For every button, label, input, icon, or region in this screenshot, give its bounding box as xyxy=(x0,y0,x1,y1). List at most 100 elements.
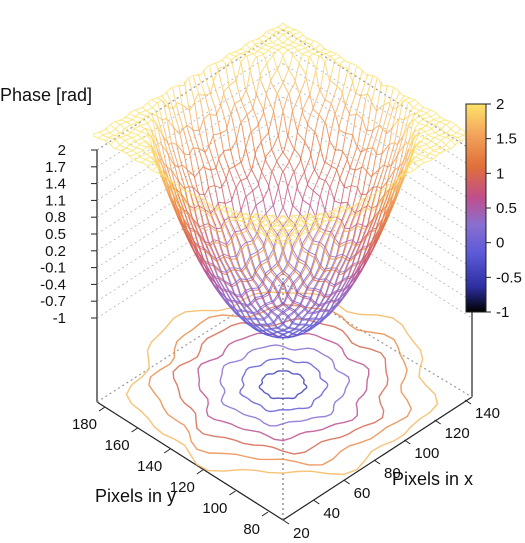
surface-segment xyxy=(262,133,269,141)
surface-segment xyxy=(372,104,376,111)
surface-segment xyxy=(226,178,231,197)
surface-segment xyxy=(246,45,250,49)
y-tick-mark xyxy=(262,512,268,516)
surface-segment xyxy=(240,48,246,51)
surface-segment xyxy=(256,200,263,205)
surface-segment xyxy=(250,302,256,310)
surface-segment xyxy=(316,133,320,147)
surface-segment xyxy=(288,30,295,32)
surface-segment xyxy=(289,223,294,226)
surface-segment xyxy=(336,124,340,147)
surface-segment xyxy=(277,27,283,30)
surface-segment xyxy=(161,95,168,104)
surface-segment xyxy=(252,136,256,158)
surface-segment xyxy=(200,119,204,130)
y-tick-mark xyxy=(164,449,170,453)
surface-segment xyxy=(274,111,278,132)
surface-segment xyxy=(429,119,435,122)
surface-segment xyxy=(436,113,440,117)
surface-segment xyxy=(151,170,157,173)
surface-segment xyxy=(142,163,148,166)
surface-segment xyxy=(208,63,214,66)
surface-segment xyxy=(419,163,425,166)
x-tick-label: 120 xyxy=(445,425,470,442)
surface-segment xyxy=(368,103,372,127)
surface-segment xyxy=(257,51,263,54)
surface-segment xyxy=(268,115,272,133)
surface-segment xyxy=(130,157,135,161)
surface-segment xyxy=(109,122,114,125)
surface-segment xyxy=(377,169,384,189)
surface-segment xyxy=(294,270,300,276)
surface-segment xyxy=(271,30,278,32)
surface-segment xyxy=(279,96,284,113)
surface-segment xyxy=(357,171,361,191)
surface-segment xyxy=(452,122,457,125)
surface-segment xyxy=(377,154,382,155)
surface-segment xyxy=(289,111,293,132)
surface-segment xyxy=(419,114,426,116)
surface-segment xyxy=(340,161,347,179)
surface-segment xyxy=(247,115,252,135)
surface-segment xyxy=(418,123,425,125)
surface-segment xyxy=(300,144,305,163)
surface-segment xyxy=(266,29,272,32)
surface-segment xyxy=(231,173,237,190)
surface-segment xyxy=(146,111,152,114)
surface-segment xyxy=(273,39,278,42)
surface-segment xyxy=(336,155,342,173)
surface-segment xyxy=(261,48,268,50)
surface-segment xyxy=(282,150,289,160)
surface-segment xyxy=(413,160,420,162)
surface-segment xyxy=(215,188,219,207)
surface-segment xyxy=(303,94,310,109)
surface-segment xyxy=(435,122,439,126)
surface-segment xyxy=(147,116,153,121)
surface-segment xyxy=(346,134,353,135)
surface-segment xyxy=(357,114,362,119)
surface-segment xyxy=(231,273,236,285)
surface-segment xyxy=(141,123,148,125)
surface-segment xyxy=(132,150,137,153)
surface-segment xyxy=(230,220,237,234)
surface-segment xyxy=(278,133,282,151)
surface-segment xyxy=(211,117,215,141)
colorbar-tick-label: 0 xyxy=(496,235,504,252)
surface-segment xyxy=(116,125,120,129)
x-axis-line xyxy=(283,397,472,520)
z-tick-label: 1.4 xyxy=(45,176,66,193)
surface-segment xyxy=(420,126,425,129)
surface-segment xyxy=(429,132,436,134)
surface-segment xyxy=(200,249,204,250)
surface-segment xyxy=(137,134,142,137)
surface-segment xyxy=(294,63,299,83)
surface-segment xyxy=(424,108,431,110)
surface-segment xyxy=(219,161,226,179)
surface-segment xyxy=(289,149,295,163)
surface-segment xyxy=(414,151,419,154)
surface-segment xyxy=(442,141,446,145)
surface-segment xyxy=(190,104,194,111)
surface-segment xyxy=(214,83,221,104)
surface-segment xyxy=(329,220,336,221)
surface-segment xyxy=(235,77,240,99)
surface-segment xyxy=(334,226,340,241)
surface-segment xyxy=(221,60,225,64)
surface-segment xyxy=(114,135,121,137)
surface-segment xyxy=(252,41,256,45)
surface-segment xyxy=(310,57,316,68)
z-tick-label: 1.1 xyxy=(45,192,66,209)
surface-segment xyxy=(230,256,236,269)
surface-segment xyxy=(409,98,415,100)
surface-segment xyxy=(126,135,132,138)
surface-segment xyxy=(309,168,316,182)
surface-segment xyxy=(242,126,246,149)
surface-segment xyxy=(324,234,329,248)
surface-segment xyxy=(351,145,358,165)
surface-segment xyxy=(415,111,421,114)
surface-segment xyxy=(362,209,366,226)
z-tick-label: 1.7 xyxy=(45,159,66,176)
surface-segment xyxy=(167,88,172,92)
surface-segment xyxy=(142,107,146,111)
surface-segment xyxy=(298,35,304,38)
